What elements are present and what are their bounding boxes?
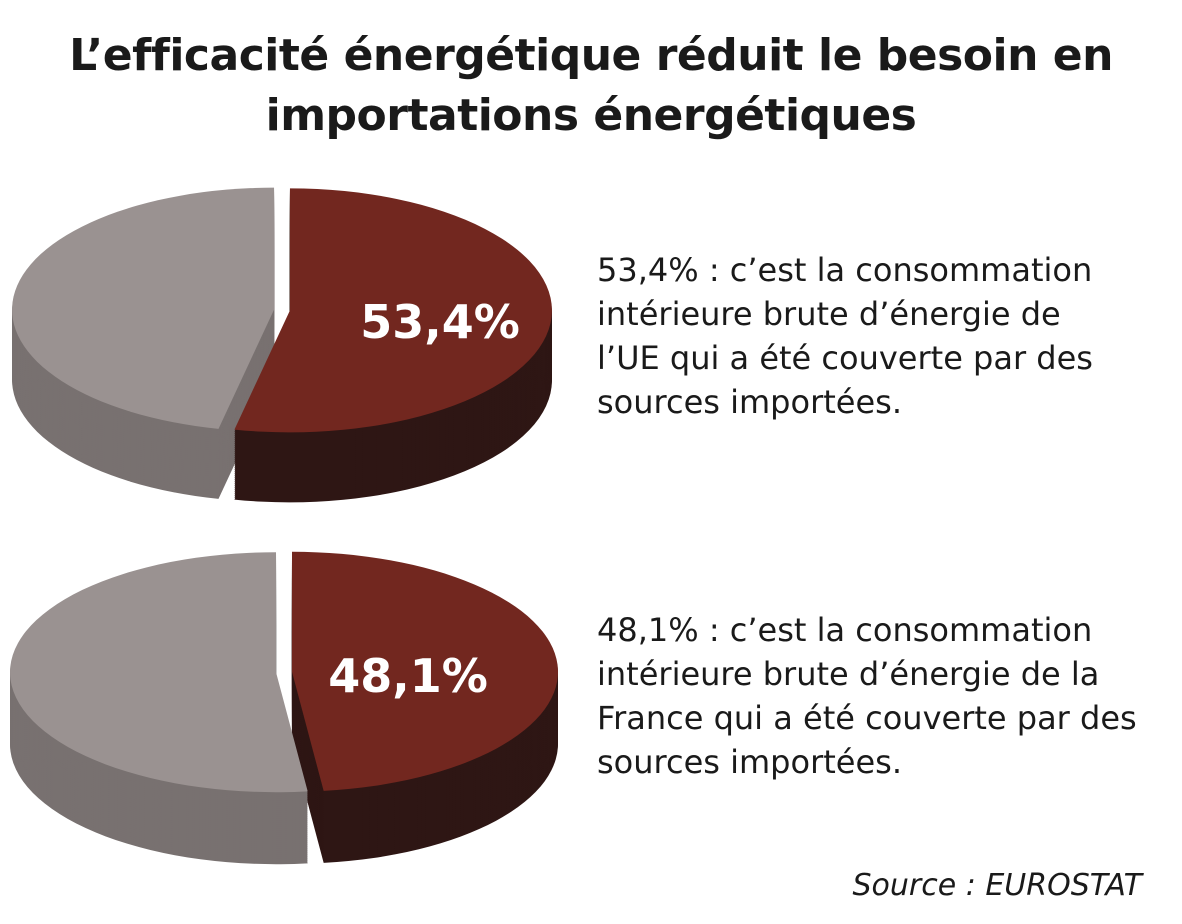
pie-slice-other [10, 552, 308, 793]
description-line: intérieure brute d’énergie de [597, 295, 1061, 333]
pie-chart-1: 53,4% [12, 184, 552, 503]
description-line: 53,4% : c’est la consommation [597, 251, 1093, 289]
pie-1-description: 53,4% : c’est la consommation intérieure… [597, 248, 1093, 424]
chart-title-line-2: importations énergétiques [265, 90, 917, 141]
source-note: Source : EUROSTAT [852, 868, 1142, 903]
description-line: intérieure brute d’énergie de la [597, 655, 1100, 693]
pie-data-label: 48,1% [328, 649, 488, 703]
pie-chart-2: 48,1% [10, 548, 558, 865]
pie-2-description: 48,1% : c’est la consommation intérieure… [597, 608, 1137, 784]
description-line: l’UE qui a été couverte par des [597, 339, 1093, 377]
pie-slice-imported [234, 188, 552, 433]
description-line: France qui a été couverte par des [597, 699, 1137, 737]
pie-data-label: 53,4% [360, 295, 520, 349]
description-line: 48,1% : c’est la consommation [597, 611, 1093, 649]
pie-slice-imported [291, 551, 558, 791]
chart-title-line-1: L’efficacité énergétique réduit le besoi… [69, 30, 1113, 81]
description-line: sources importées. [597, 383, 902, 421]
pie-slice-other [12, 187, 275, 429]
description-line: sources importées. [597, 743, 902, 781]
